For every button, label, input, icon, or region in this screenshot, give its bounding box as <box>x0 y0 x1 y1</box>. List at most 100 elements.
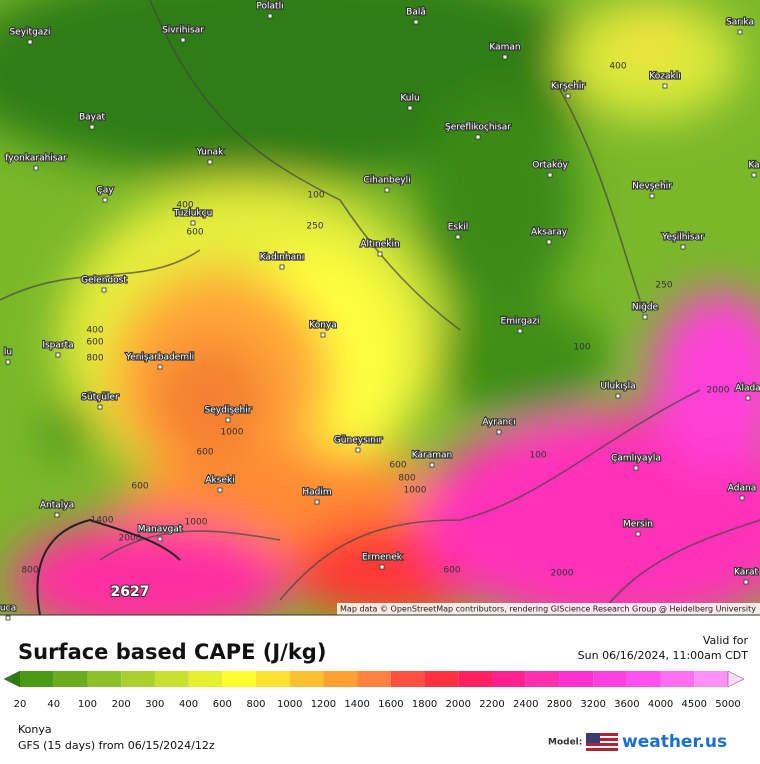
colorbar-arrow <box>3 670 21 688</box>
city-label: Karaman <box>412 451 452 461</box>
contour-label: 600 <box>131 482 148 492</box>
city-label: Niğde <box>632 303 659 313</box>
contour-label: 800 <box>86 354 103 364</box>
contour-label: 400 <box>176 201 193 211</box>
map-attribution: Map data © OpenStreetMap contributors, r… <box>340 605 756 614</box>
city-label: Tuzlukçu <box>173 209 213 219</box>
colorbar-swatch <box>121 671 155 687</box>
city-label: Cihanbeyli <box>363 176 410 186</box>
city-marker <box>55 352 61 358</box>
colorbar-tick-label: 1600 <box>378 699 403 710</box>
legend-title: Surface based CAPE (J/kg) <box>18 640 326 664</box>
city-label: Çamlıyayla <box>611 454 661 464</box>
colorbar-tick-label: 300 <box>145 699 164 710</box>
city-label: Manavgat <box>138 525 183 535</box>
city-label: Adana <box>728 484 756 494</box>
city-label: Bayat <box>79 113 106 123</box>
colorbar-tick-label: 40 <box>47 699 60 710</box>
map <box>0 0 760 615</box>
city-marker <box>384 187 390 193</box>
city-marker <box>320 332 326 338</box>
city-label: Isparta <box>42 341 73 351</box>
city-marker <box>5 359 11 365</box>
city-label: Akseki <box>205 476 234 486</box>
city-marker <box>157 364 163 370</box>
contour-label: 600 <box>86 338 103 348</box>
contour-label: 100 <box>529 451 546 461</box>
city-marker <box>101 287 107 293</box>
city-label: fyonkarahisar <box>5 154 67 164</box>
colorbar-swatch <box>53 671 88 687</box>
city-label: Konya <box>309 321 337 331</box>
city-marker <box>54 512 60 518</box>
city-label: Çay <box>96 186 114 196</box>
contour-label: 600 <box>186 228 203 238</box>
city-marker <box>33 165 39 171</box>
city-marker <box>5 615 11 621</box>
city-marker <box>97 404 103 410</box>
city-marker <box>379 564 385 570</box>
city-marker <box>157 536 163 542</box>
contour-label: 2000 <box>119 534 142 544</box>
city-marker <box>377 251 383 257</box>
city-marker <box>455 234 461 240</box>
contour-label: 100 <box>307 191 324 201</box>
city-marker <box>642 314 648 320</box>
city-marker <box>279 264 285 270</box>
contour-label: 1000 <box>221 428 244 438</box>
contour-label: 600 <box>443 566 460 576</box>
colorbar-tick-label: 2200 <box>479 699 504 710</box>
city-label: Gelendost <box>81 276 127 286</box>
colorbar-swatch <box>626 671 661 687</box>
colorbar-tick-label: 400 <box>179 699 198 710</box>
city-label: Polatlı <box>256 2 283 12</box>
city-marker <box>737 29 743 35</box>
contour-label: 600 <box>196 448 213 458</box>
city-marker <box>496 429 502 435</box>
city-label: Kulu <box>400 94 419 104</box>
city-marker <box>745 395 751 401</box>
model-run: GFS (15 days) from 06/15/2024/12z <box>18 739 215 752</box>
colorbar-tick-label: 2800 <box>547 699 572 710</box>
colorbar-swatch <box>188 671 223 687</box>
colorbar-tick-label: 4500 <box>682 699 707 710</box>
colorbar-tick-label: 200 <box>112 699 131 710</box>
colorbar-swatch <box>390 671 425 687</box>
city-marker <box>102 197 108 203</box>
contour-label: 2000 <box>707 386 730 396</box>
colorbar-tick-label: 4000 <box>648 699 673 710</box>
city-label: Ayrancı <box>482 418 515 428</box>
city-label: Kırşehir <box>551 82 586 92</box>
colorbar-tick-label: 100 <box>78 699 97 710</box>
city-marker <box>743 579 749 585</box>
city-label: Altınekin <box>360 240 399 250</box>
colorbar-tick-label: 1200 <box>311 699 336 710</box>
city-label: Antalya <box>40 501 74 511</box>
colorbar-tick-label: 3600 <box>614 699 639 710</box>
city-label: Emirgazi <box>501 317 540 327</box>
flag <box>586 733 618 751</box>
city-label: Şereflikoçhisar <box>445 123 511 133</box>
city-marker <box>217 487 223 493</box>
city-marker <box>635 531 641 537</box>
colorbar-tick-label: 1000 <box>277 699 302 710</box>
contour-label: 250 <box>306 222 323 232</box>
colorbar-swatch <box>424 671 459 687</box>
city-label: Yenişarbademli <box>125 353 194 363</box>
city-label: Nevşehir <box>632 182 672 192</box>
city-marker <box>180 37 186 43</box>
contour-label: 1000 <box>185 518 208 528</box>
city-marker <box>680 244 686 250</box>
colorbar-swatch <box>593 671 627 687</box>
city-label: Ka <box>748 161 759 171</box>
city-label: Kozaklı <box>649 72 680 82</box>
city-marker <box>267 13 273 19</box>
contour-label: 600 <box>389 461 406 471</box>
valid-label: Valid for <box>703 634 749 647</box>
city-marker <box>633 465 639 471</box>
brand: weather.us <box>622 732 727 752</box>
city-marker <box>89 124 95 130</box>
colorbar-tick-label: 2000 <box>446 699 471 710</box>
city-label: Alada <box>735 384 760 394</box>
